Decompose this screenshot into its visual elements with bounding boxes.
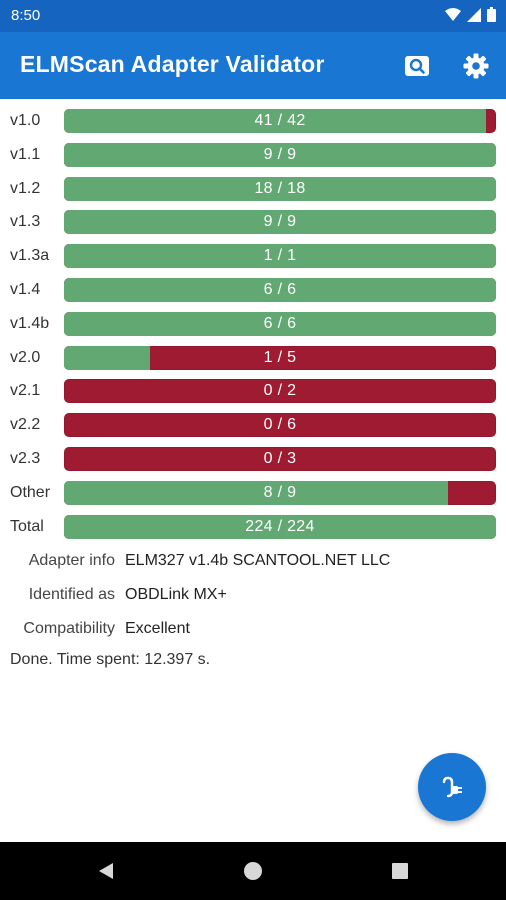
result-row: v2.3 0 / 3 <box>0 443 506 477</box>
adapter-info-row: Adapter info ELM327 v1.4b SCANTOOL.NET L… <box>0 548 506 582</box>
result-count-text: 0 / 6 <box>263 416 297 434</box>
version-label: Total <box>10 517 44 535</box>
result-row: v2.1 0 / 2 <box>0 375 506 409</box>
result-row: v1.3 9 / 9 <box>0 206 506 240</box>
result-count-text: 1 / 5 <box>263 348 297 366</box>
app-title: ELMScan Adapter Validator <box>20 51 325 77</box>
version-label: v1.3 <box>10 213 41 231</box>
pass-fill <box>64 345 151 370</box>
result-progress-bar: 9 / 9 <box>64 210 496 235</box>
pass-fill <box>64 109 486 133</box>
search-button[interactable] <box>400 49 434 83</box>
pass-fill <box>64 244 496 269</box>
pass-fill <box>64 311 496 336</box>
adapter-info-label: Adapter info <box>28 552 115 569</box>
compatibility-label: Compatibility <box>23 620 115 637</box>
gear-icon <box>463 53 489 79</box>
version-label: v1.4b <box>10 314 50 332</box>
result-progress-bar: 224 / 224 <box>64 514 496 539</box>
result-count-text: 6 / 6 <box>263 280 297 298</box>
version-label: v1.3a <box>10 247 50 265</box>
result-progress-bar: 18 / 18 <box>64 176 496 201</box>
version-label: v2.0 <box>10 348 41 366</box>
status-icons <box>445 7 496 22</box>
result-progress-bar: 0 / 6 <box>64 413 496 438</box>
pass-fill <box>64 176 496 201</box>
result-row: v2.2 0 / 6 <box>0 409 506 443</box>
version-label: v2.2 <box>10 416 41 434</box>
result-progress-bar: 0 / 3 <box>64 446 496 471</box>
results-list: v1.0 41 / 42 v1.1 9 / 9 v1.2 18 / 18 v1.3 9 / 9… <box>0 105 506 544</box>
result-count-text: 1 / 1 <box>263 247 297 265</box>
home-icon[interactable] <box>243 861 263 881</box>
result-progress-bar: 8 / 9 <box>64 480 496 505</box>
result-row: v1.3a 1 / 1 <box>0 240 506 274</box>
status-time: 8:50 <box>11 7 41 24</box>
identified-label: Identified as <box>28 586 115 603</box>
pass-fill <box>64 210 496 235</box>
result-count-text: 224 / 224 <box>245 517 315 535</box>
version-label: v1.0 <box>10 112 41 129</box>
result-progress-bar: 0 / 2 <box>64 379 496 404</box>
pass-fill <box>64 514 496 539</box>
version-label: v2.1 <box>10 382 41 400</box>
adapter-info-section: Adapter info ELM327 v1.4b SCANTOOL.NET L… <box>0 548 506 650</box>
adapter-info-value: ELM327 v1.4b SCANTOOL.NET LLC <box>125 552 391 569</box>
result-count-text: 6 / 6 <box>263 314 297 332</box>
version-label: v1.4 <box>10 280 41 298</box>
result-row: Total 224 / 224 <box>0 511 506 545</box>
result-row: v1.0 41 / 42 <box>0 105 506 139</box>
result-count-text: 0 / 2 <box>263 382 297 400</box>
result-row: v1.2 18 / 18 <box>0 173 506 207</box>
version-label: v1.1 <box>10 145 41 163</box>
system-nav-bar <box>0 842 506 900</box>
result-row: v1.4b 6 / 6 <box>0 308 506 342</box>
result-count-text: 0 / 3 <box>263 449 297 467</box>
connect-fab-button[interactable] <box>418 753 486 821</box>
result-count-text: 8 / 9 <box>263 483 297 501</box>
result-count-text: 18 / 18 <box>254 179 306 197</box>
result-row: v1.1 9 / 9 <box>0 139 506 173</box>
compatibility-row: Compatibility Excellent <box>0 616 506 650</box>
identified-value: OBDLink MX+ <box>125 586 227 603</box>
version-label: v1.2 <box>10 179 41 197</box>
app-bar: ELMScan Adapter Validator <box>0 32 506 99</box>
result-progress-bar: 41 / 42 <box>64 109 496 133</box>
back-icon[interactable] <box>96 861 116 881</box>
result-progress-bar: 6 / 6 <box>64 311 496 336</box>
result-row: v1.4 6 / 6 <box>0 274 506 308</box>
pass-fill <box>64 277 496 302</box>
result-progress-bar: 6 / 6 <box>64 277 496 302</box>
pass-fill <box>64 142 496 167</box>
result-row: Other 8 / 9 <box>0 477 506 511</box>
done-status-text: Done. Time spent: 12.397 s. <box>10 651 211 668</box>
result-row: v2.0 1 / 5 <box>0 342 506 376</box>
search-icon <box>405 56 429 76</box>
connect-plug-icon <box>442 776 462 798</box>
result-count-text: 41 / 42 <box>254 112 306 129</box>
wifi-icon <box>445 7 461 21</box>
result-progress-bar: 9 / 9 <box>64 142 496 167</box>
version-label: v2.3 <box>10 449 41 467</box>
recent-apps-icon[interactable] <box>390 861 410 881</box>
settings-button[interactable] <box>459 49 493 83</box>
battery-icon <box>487 7 496 22</box>
version-label: Other <box>10 483 51 501</box>
compatibility-value: Excellent <box>125 620 190 637</box>
status-bar: 8:50 <box>0 0 506 32</box>
result-count-text: 9 / 9 <box>263 145 297 163</box>
result-progress-bar: 1 / 5 <box>64 345 496 370</box>
signal-icon <box>467 7 481 22</box>
result-progress-bar: 1 / 1 <box>64 244 496 269</box>
result-count-text: 9 / 9 <box>263 213 297 231</box>
identified-row: Identified as OBDLink MX+ <box>0 582 506 616</box>
pass-fill <box>64 480 449 505</box>
